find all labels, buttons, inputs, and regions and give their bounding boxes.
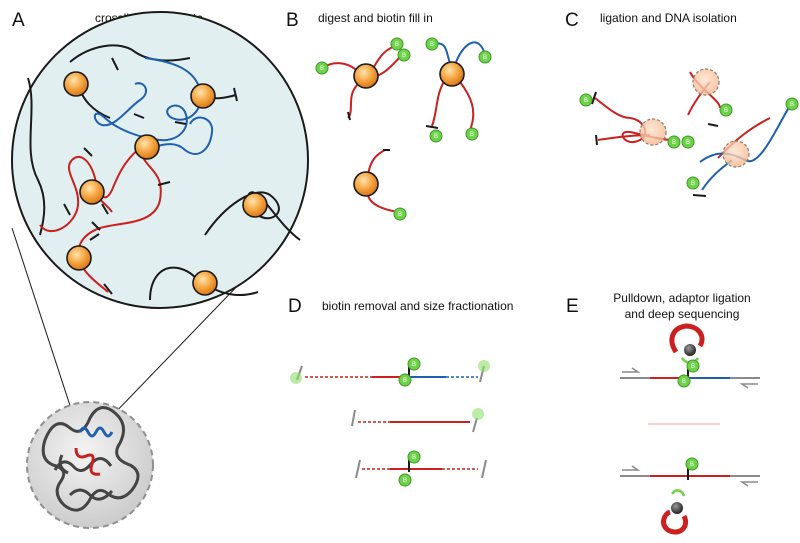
biotin-icon <box>465 127 479 141</box>
chromatin-strand-black <box>69 44 191 63</box>
panel-d: D biotin removal and size fractionation <box>288 296 513 487</box>
panel-d-title: biotin removal and size fractionation <box>322 299 513 313</box>
panel-b-title: digest and biotin fill in <box>318 11 433 25</box>
streptavidin-bead-icon <box>671 502 683 514</box>
chromatin-strand-red <box>39 147 141 232</box>
protein-icon <box>692 68 720 96</box>
protein-icon <box>79 179 105 205</box>
pulldown-construct-top <box>620 323 760 389</box>
chromatin-strand-black <box>27 77 46 236</box>
protein-icon <box>66 245 92 271</box>
biotin-icon <box>398 373 412 387</box>
panel-c: C ligation and DNA isolation <box>565 10 799 197</box>
biotin-icon <box>315 61 329 75</box>
biotin-icon <box>685 457 699 471</box>
protein-icon <box>192 270 218 296</box>
panel-e-title-line1: Pulldown, adaptor ligation <box>613 291 750 305</box>
isolated-chromatin-circle <box>11 11 309 309</box>
protein-icon <box>353 63 379 89</box>
biotin-icon <box>667 135 681 149</box>
protein-icon <box>63 71 89 97</box>
protein-icon <box>134 134 160 160</box>
protein-icon <box>190 83 216 109</box>
protein-icon <box>353 171 379 197</box>
protein-icon <box>439 61 465 87</box>
chromatin-strand-red <box>77 149 162 293</box>
restriction-site-ticks <box>63 57 238 295</box>
panel-e-title-line2: and deep sequencing <box>625 307 740 321</box>
biotin-icon <box>677 374 691 388</box>
adaptor-arrow-icon <box>739 383 758 389</box>
chromatin-strand-blue <box>147 116 214 155</box>
zoom-line-left <box>11 227 79 431</box>
panel-a: A crosslink and isolate <box>11 10 309 529</box>
panel-d-letter: D <box>288 296 302 317</box>
biotin-icon <box>407 450 421 464</box>
biotin-icon <box>681 135 695 149</box>
biotin-icon <box>686 359 700 373</box>
biotin-icon <box>397 48 411 62</box>
adaptor-arrow-icon <box>622 367 641 373</box>
streptavidin-bead-icon <box>684 344 696 356</box>
adaptor-arrow-icon <box>739 481 758 487</box>
panel-c-title: ligation and DNA isolation <box>600 11 737 25</box>
pulldown-construct-bottom <box>620 457 760 535</box>
biotin-icon <box>478 50 492 64</box>
biotin-icon <box>393 207 407 221</box>
protein-icon <box>722 140 750 168</box>
biotin-icon <box>425 37 439 51</box>
protein-icon <box>242 192 268 218</box>
panel-b-letter: B <box>286 10 299 31</box>
biotin-icon <box>390 37 404 51</box>
biotin-icon <box>407 357 421 371</box>
biotin-icon <box>398 473 412 487</box>
nucleus-icon <box>26 401 154 529</box>
panel-e-letter: E <box>566 296 579 317</box>
panel-b: B digest and biotin fill in <box>286 10 492 221</box>
biotin-icon <box>579 93 593 107</box>
panel-a-letter: A <box>12 10 25 31</box>
panel-c-letter: C <box>565 10 579 31</box>
biotin-icon <box>785 97 799 111</box>
biotin-icon <box>429 129 443 143</box>
panel-e: E Pulldown, adaptor ligation and deep se… <box>566 291 760 535</box>
adaptor-arrow-icon <box>622 465 641 471</box>
biotin-icon <box>686 176 700 190</box>
protein-icon <box>639 118 667 146</box>
biotin-icon <box>719 103 733 117</box>
